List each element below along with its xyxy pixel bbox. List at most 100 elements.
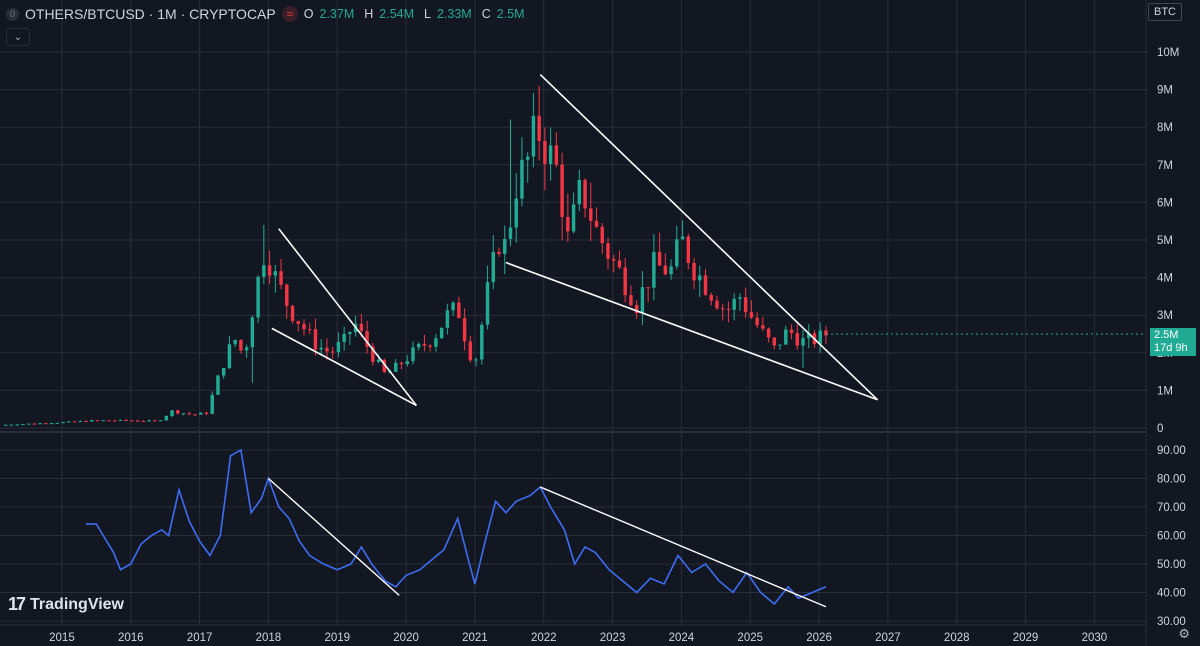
candle-body	[325, 347, 329, 352]
price-tick-label: 6M	[1157, 197, 1173, 209]
price-tick-label: 0	[1157, 423, 1163, 435]
collapse-legend-button[interactable]: ⌄	[6, 28, 30, 46]
rsi-tick-label: 30.00	[1157, 616, 1186, 628]
settings-gear-icon[interactable]: ⚙	[1178, 626, 1190, 641]
rsi-trendlines[interactable]	[267, 477, 827, 608]
currency-button[interactable]: BTC	[1148, 3, 1182, 21]
time-axis[interactable]: 2015 2016 2017 2018 2019 2020 2021 2022 2023 2024…	[49, 632, 1107, 644]
time-tick-label: 2030	[1082, 632, 1108, 644]
candle-body	[548, 145, 553, 164]
candle-body	[147, 420, 151, 422]
candle-body	[623, 267, 627, 296]
source-mark-icon[interactable]: ≈	[281, 6, 298, 22]
price-tick-label: 8M	[1157, 122, 1173, 134]
price-trendline	[505, 261, 878, 401]
candle-body	[634, 305, 639, 314]
candle-body	[112, 420, 117, 422]
candle-body	[90, 420, 94, 422]
candle-body	[600, 226, 604, 244]
candle-body	[755, 317, 759, 326]
candle-body	[462, 318, 467, 342]
candle-body	[262, 265, 266, 277]
candle-body	[503, 238, 507, 255]
price-trendline	[278, 228, 418, 406]
candle-body	[543, 140, 547, 164]
ohlc-close-value: 2.5M	[496, 7, 525, 21]
last-price-tag: 2.5M 17d 9h	[1150, 328, 1196, 356]
last-price-value: 2.5M	[1154, 329, 1179, 341]
candle-body	[686, 236, 691, 263]
candle-body	[15, 424, 19, 426]
candle-body	[135, 420, 140, 422]
symbol-icon: 0	[6, 7, 19, 21]
candle-body	[640, 287, 645, 314]
candle-body	[434, 338, 438, 347]
candle-body	[330, 351, 335, 353]
candle-body	[577, 179, 582, 205]
candle-body	[164, 415, 169, 421]
candle-body	[124, 419, 128, 421]
candle-body	[84, 421, 88, 423]
candle-body	[508, 227, 513, 239]
candle-body	[55, 422, 60, 424]
candle-body	[199, 412, 203, 415]
candle-body	[629, 295, 633, 306]
candle-body	[4, 424, 8, 426]
candle-body	[612, 258, 616, 261]
candle-body	[514, 198, 518, 228]
candle-body	[371, 346, 375, 362]
candle-body	[130, 420, 134, 422]
candle-body	[95, 420, 100, 422]
rsi-tick-label: 90.00	[1157, 445, 1186, 457]
candle-body	[313, 329, 318, 350]
candle-body	[239, 339, 243, 351]
candle-body	[9, 424, 14, 426]
candle-body	[382, 359, 387, 372]
candle-body	[227, 344, 232, 369]
tradingview-logo-text: TradingView	[30, 595, 124, 613]
price-axis[interactable]: 01M2M3M4M5M6M7M8M9M10M	[1157, 47, 1179, 435]
candle-body	[457, 302, 461, 319]
candle-body	[118, 419, 123, 421]
symbol-title[interactable]: OTHERS/BTCUSD · 1M · CRYPTOCAP	[25, 6, 276, 22]
candle-body	[296, 321, 300, 325]
candle-body	[525, 156, 530, 160]
candle-body	[187, 413, 191, 415]
candle-body	[675, 239, 679, 267]
candle-body	[273, 271, 278, 276]
tradingview-logo[interactable]: 17 TradingView	[8, 594, 124, 615]
price-tick-label: 7M	[1157, 160, 1173, 172]
rsi-trendline	[267, 477, 400, 596]
rsi-axis[interactable]: 30.00 40.00 50.00 60.00 70.00 80.00 90.00	[1157, 445, 1186, 628]
time-tick-label: 2024	[669, 632, 695, 644]
time-tick-label: 2028	[944, 632, 970, 644]
time-tick-label: 2016	[118, 632, 144, 644]
candle-body	[153, 420, 157, 422]
candle-body	[170, 410, 174, 416]
candle-body	[485, 282, 490, 325]
candle-body	[319, 347, 323, 350]
tradingview-logo-icon: 17	[8, 594, 26, 614]
candle-body	[49, 423, 54, 425]
time-tick-label: 2020	[393, 632, 419, 644]
candle-body	[554, 145, 559, 165]
candle-body	[101, 420, 105, 422]
candle-body	[738, 297, 742, 299]
candle-body	[439, 327, 444, 339]
candle-body	[749, 312, 754, 318]
time-tick-label: 2019	[324, 632, 350, 644]
candle-body	[26, 423, 31, 425]
candle-body	[416, 343, 421, 348]
rsi-tick-label: 60.00	[1157, 531, 1186, 543]
candle-body	[158, 420, 163, 422]
candle-body	[285, 284, 289, 306]
candle-body	[537, 115, 541, 141]
candle-body	[233, 339, 237, 345]
candle-body	[181, 413, 186, 415]
candle-body	[801, 338, 805, 346]
candle-body	[359, 323, 364, 332]
candle-body	[480, 324, 484, 360]
candle-body	[589, 208, 593, 221]
price-trendlines[interactable]	[271, 73, 879, 407]
